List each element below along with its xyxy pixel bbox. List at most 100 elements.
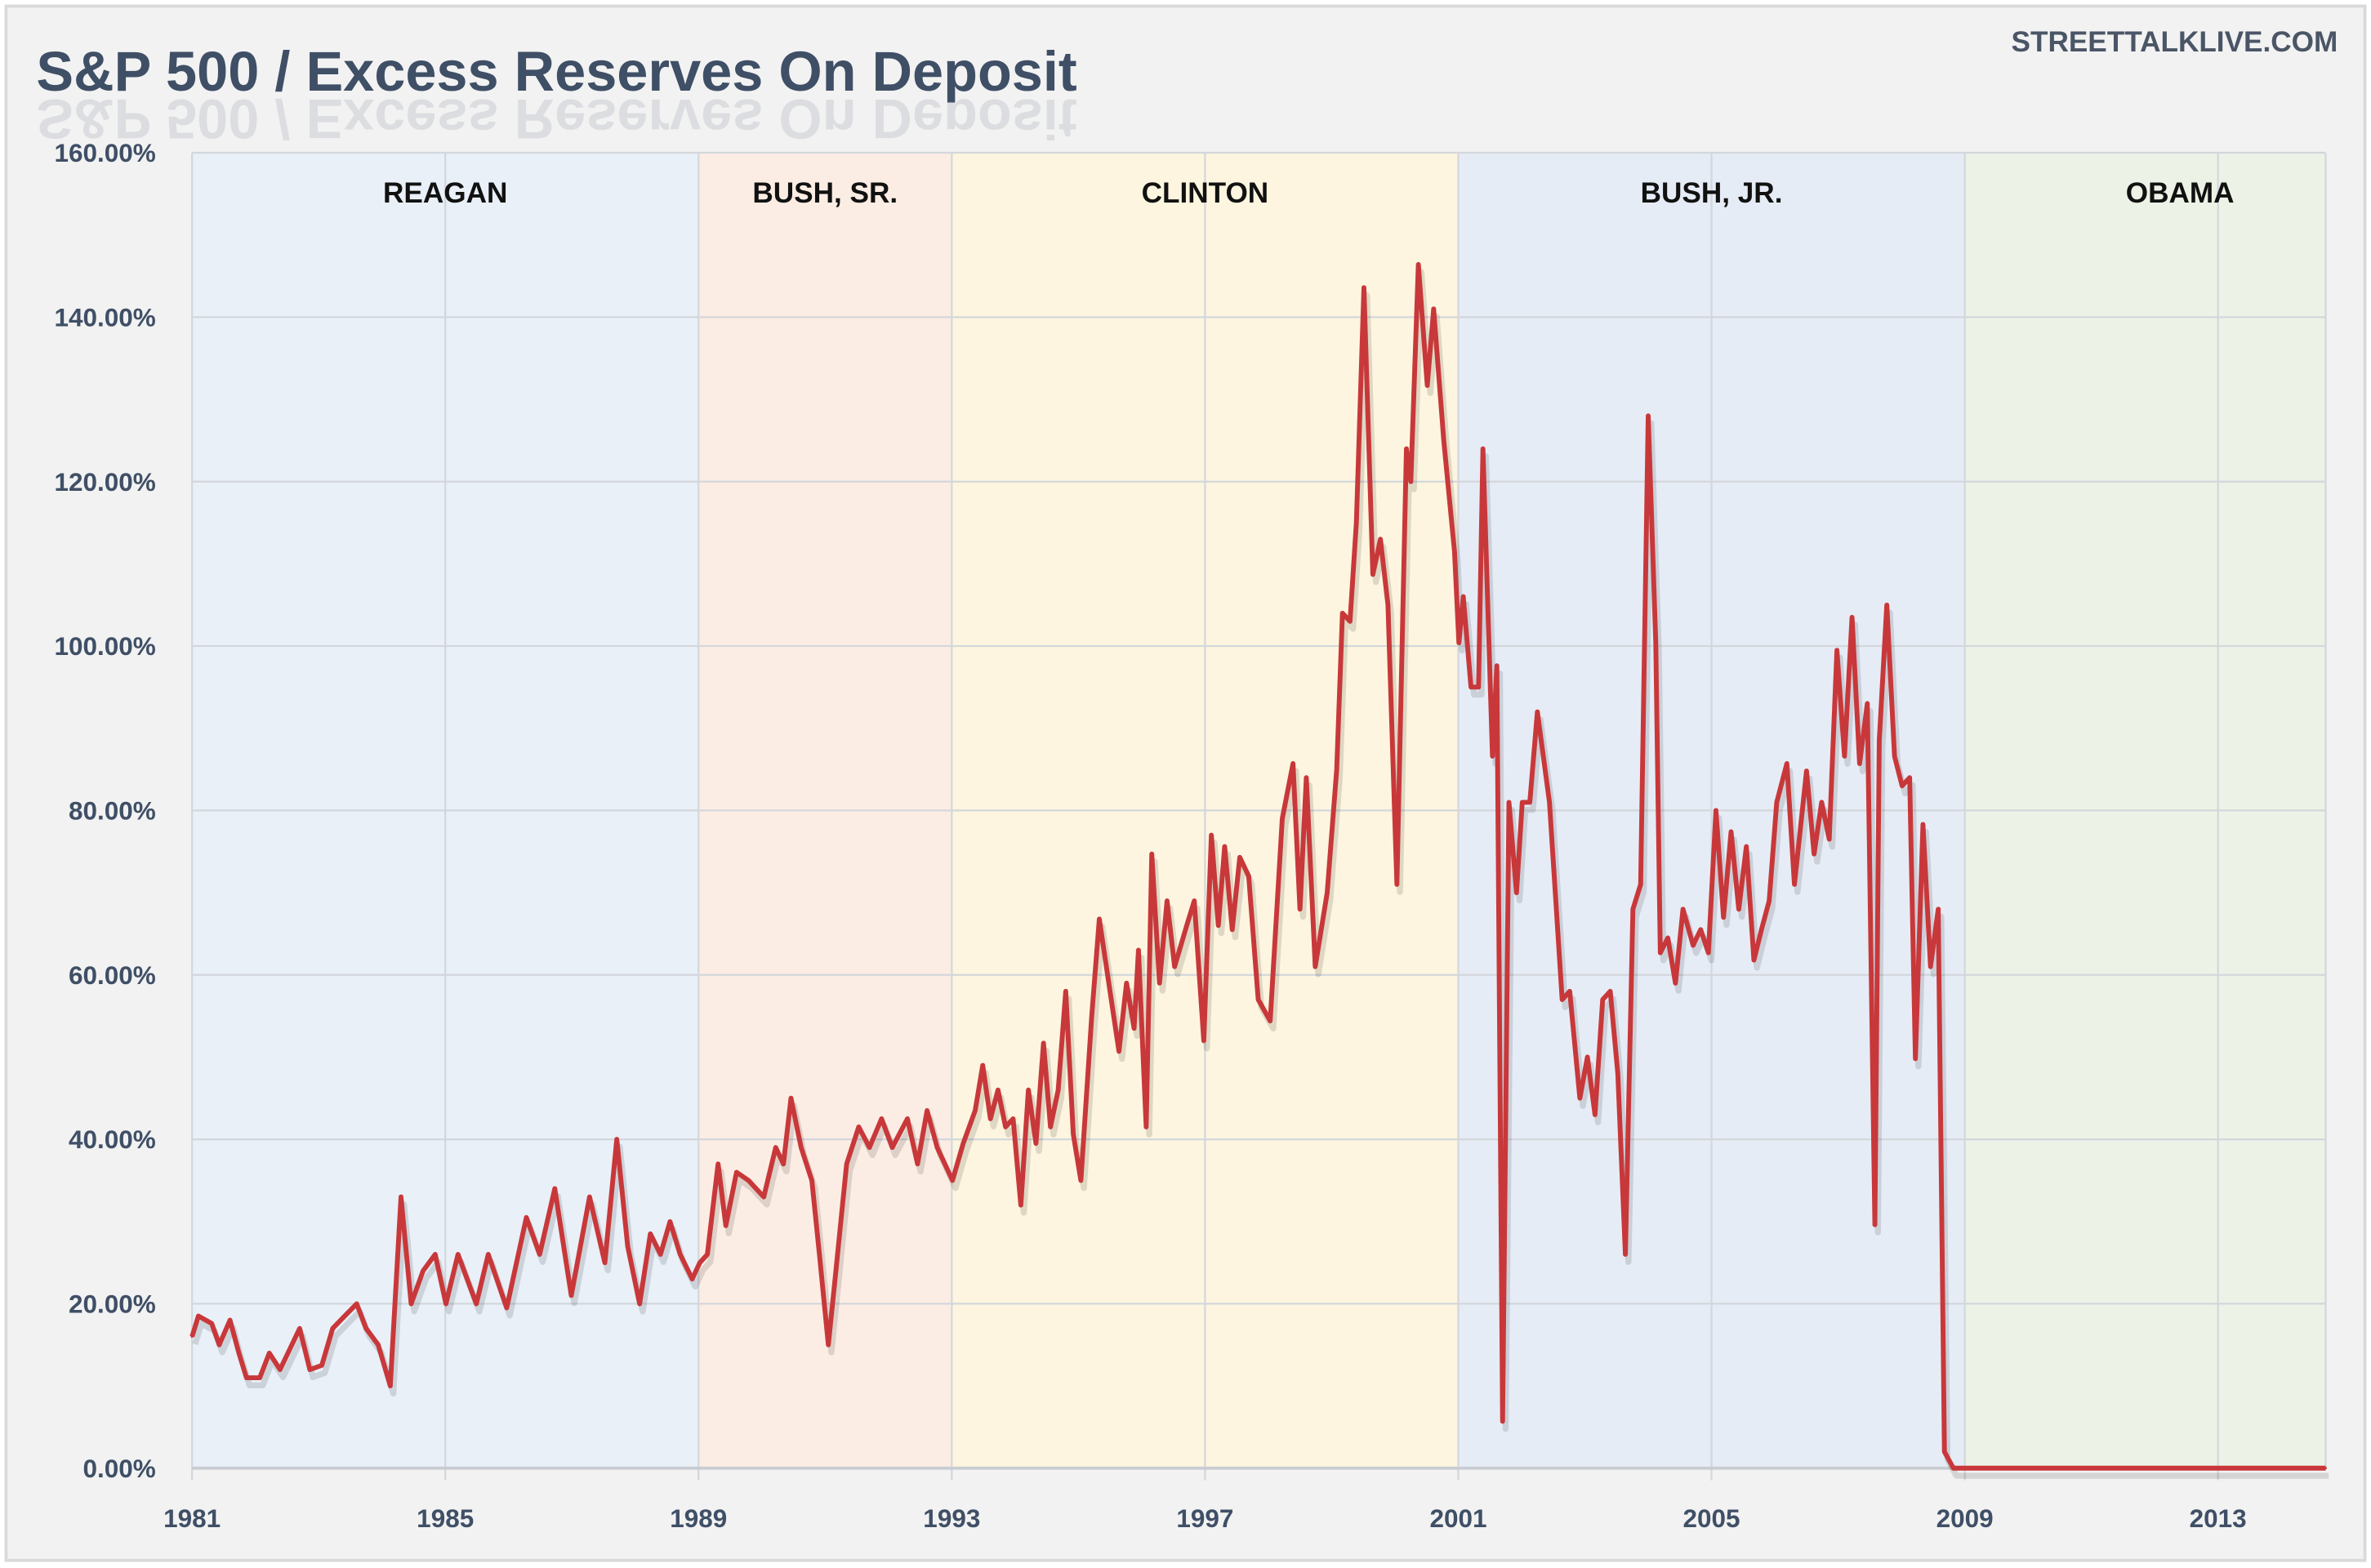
data-point: [845, 1162, 849, 1165]
data-point: [1291, 762, 1295, 765]
y-tick-label: 60.00%: [69, 961, 156, 990]
data-point: [1477, 685, 1480, 688]
data-point: [1515, 891, 1518, 894]
data-point: [1395, 883, 1398, 886]
data-point: [1281, 817, 1284, 820]
data-point: [1793, 883, 1796, 886]
data-point: [1185, 924, 1188, 927]
data-point: [1482, 447, 1485, 450]
data-point: [1874, 1223, 1877, 1227]
data-point: [1936, 907, 1940, 911]
data-point: [1616, 1072, 1620, 1076]
data-point: [1158, 982, 1161, 985]
series: [189, 261, 2329, 1479]
data-point: [818, 1253, 821, 1256]
data-point: [588, 1196, 591, 1199]
data-point: [343, 1315, 346, 1318]
data-point: [1631, 907, 1634, 911]
data-point: [626, 1245, 629, 1248]
data-point: [1878, 739, 1881, 742]
data-point: [569, 1294, 573, 1297]
presidency-label: REAGAN: [383, 177, 507, 209]
data-point: [1929, 965, 1932, 969]
data-point: [2324, 1467, 2327, 1470]
data-point: [936, 1146, 938, 1149]
y-tick-label: 120.00%: [54, 468, 155, 497]
data-point: [553, 1187, 556, 1190]
data-point: [1453, 550, 1456, 553]
data-point: [604, 1261, 607, 1264]
data-point: [1722, 915, 1725, 919]
data-point: [1908, 776, 1911, 779]
data-point: [1405, 447, 1408, 450]
data-point: [1110, 998, 1113, 1001]
data-point: [1654, 641, 1657, 644]
data-point: [389, 1384, 392, 1388]
data-point: [238, 1352, 240, 1355]
x-tick-label: 2009: [1936, 1504, 1994, 1533]
data-point: [782, 1162, 785, 1165]
data-point: [364, 1327, 368, 1330]
presidency-label: CLINTON: [1142, 177, 1269, 209]
data-point: [1707, 951, 1710, 955]
data-point: [1885, 604, 1888, 607]
data-point: [1501, 1419, 1504, 1423]
y-tick-label: 140.00%: [54, 303, 155, 332]
data-point: [1775, 800, 1778, 804]
y-tick-label: 100.00%: [54, 632, 155, 661]
data-point: [298, 1327, 301, 1330]
data-point: [1133, 1027, 1136, 1030]
data-point: [1462, 595, 1465, 599]
data-point: [1943, 1450, 1946, 1454]
data-point: [679, 1253, 682, 1256]
data-point: [217, 1343, 221, 1347]
data-point: [1578, 1097, 1581, 1100]
data-point: [355, 1302, 359, 1305]
data-point: [1326, 891, 1329, 894]
data-point: [747, 1178, 750, 1182]
data-point: [320, 1364, 323, 1367]
data-point: [706, 1253, 709, 1256]
data-point: [774, 1146, 778, 1149]
data-point: [1914, 1057, 1917, 1060]
data-point: [1469, 685, 1473, 688]
data-point: [1495, 664, 1499, 667]
data-point: [1257, 998, 1259, 1001]
data-point: [538, 1253, 541, 1256]
data-point: [951, 1178, 954, 1182]
data-point: [1098, 917, 1101, 920]
data-point: [1901, 784, 1904, 787]
data-point: [981, 1063, 984, 1067]
data-point: [890, 1146, 894, 1149]
x-tick-label: 1993: [923, 1504, 980, 1533]
data-point: [197, 1315, 200, 1318]
data-point: [279, 1368, 282, 1371]
data-point: [698, 1261, 702, 1264]
data-point: [1313, 965, 1317, 969]
data-point: [505, 1306, 508, 1309]
data-point: [229, 1319, 232, 1322]
data-point: [1125, 982, 1128, 985]
data-point: [1820, 800, 1823, 804]
data-point: [1624, 1253, 1627, 1256]
x-axis: 1981 1985 1989 1993 1997 2001 2005 2009 2013: [163, 1504, 2247, 1533]
data-point: [834, 1269, 837, 1272]
data-point: [1034, 1142, 1037, 1145]
data-point: [1247, 875, 1250, 878]
data-point: [1090, 1014, 1094, 1018]
data-point: [996, 1089, 1000, 1092]
data-point: [1231, 928, 1234, 931]
data-point: [1057, 1089, 1060, 1092]
data-point: [1457, 641, 1460, 644]
data-point: [1865, 702, 1869, 706]
data-point: [1012, 1117, 1015, 1120]
data-point: [1828, 838, 1831, 841]
y-tick-label: 40.00%: [69, 1125, 156, 1154]
x-tick-label: 2013: [2190, 1504, 2247, 1533]
gridlines: [191, 151, 2327, 1481]
data-point: [1893, 755, 1896, 758]
data-point: [1079, 1178, 1082, 1182]
data-point: [659, 1253, 662, 1256]
presidency-labels: REAGAN BUSH, SR. CLINTON BUSH, JR. OBAMA: [383, 177, 2235, 209]
